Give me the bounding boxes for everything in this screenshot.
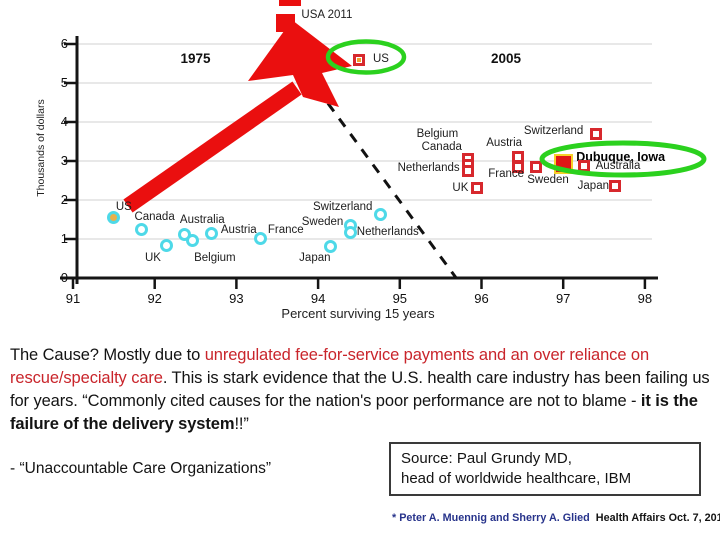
point-sweden-2005 bbox=[530, 160, 543, 173]
source-line-2: head of worldwide healthcare, IBM bbox=[401, 470, 632, 487]
x-tick-label-95: 95 bbox=[392, 291, 408, 306]
point-uk-1975 bbox=[159, 239, 173, 253]
footnote-authors: * Peter A. Muennig and Sherry A. Glied bbox=[392, 512, 590, 524]
x-tick-label-91: 91 bbox=[65, 291, 81, 306]
y-tick-label-0: 0 bbox=[60, 270, 68, 285]
point-france-1975 bbox=[253, 232, 267, 245]
plot-area: 91 92 93 94 95 96 97 98 0 1 2 3 4 5 6 1975 2005 US Canada U… bbox=[60, 8, 665, 306]
survival-spending-chart: 91 92 93 94 95 96 97 98 0 1 2 3 4 5 6 1975 2005 US Canada U… bbox=[35, 0, 707, 321]
point-dubuque-iowa-2005 bbox=[553, 154, 573, 175]
x-tick-label-97: 97 bbox=[555, 291, 571, 306]
point-japan-2005 bbox=[608, 179, 621, 192]
point-belgium-1975 bbox=[186, 233, 200, 247]
point-switzerland-2005 bbox=[589, 127, 602, 140]
label-netherlands-1975: Netherlands bbox=[356, 226, 419, 239]
attribution-line: - “Unaccountable Care Organizations” bbox=[10, 460, 272, 477]
cause-segment-4: !!” bbox=[234, 415, 249, 433]
cause-segment-2: . This is stark evidence that the U.S. h… bbox=[10, 369, 710, 410]
label-austria-1975: Austria bbox=[220, 223, 257, 236]
point-us-1975 bbox=[106, 210, 120, 224]
point-australia-2005 bbox=[577, 160, 590, 173]
cause-paragraph: The Cause? Mostly due to unregulated fee… bbox=[10, 344, 711, 436]
label-australia-2005: Australia bbox=[595, 160, 641, 173]
label-belgium-1975: Belgium bbox=[194, 251, 236, 264]
point-japan-1975 bbox=[324, 239, 338, 253]
label-austria-2005: Austria bbox=[486, 137, 523, 150]
label-france-1975: France bbox=[267, 224, 304, 236]
x-tick-label-98: 98 bbox=[637, 291, 653, 306]
y-tick-label-2: 2 bbox=[60, 192, 68, 207]
x-tick-label-96: 96 bbox=[474, 291, 489, 306]
source-box: Source: Paul Grundy MD, head of worldwid… bbox=[389, 442, 701, 496]
y-tick-label-4: 4 bbox=[60, 114, 68, 129]
point-uk-2005 bbox=[471, 182, 484, 195]
label-japan-2005: Japan bbox=[577, 179, 609, 192]
y-tick-label-3: 3 bbox=[60, 153, 68, 168]
point-netherlands-2005 bbox=[461, 164, 474, 177]
point-netherlands-1975 bbox=[343, 226, 357, 240]
point-core-us-2005 bbox=[356, 57, 361, 62]
footnote: * Peter A. Muennig and Sherry A. Glied He… bbox=[392, 512, 720, 524]
label-switzerland-1975: Switzerland bbox=[313, 200, 373, 213]
point-us-2005 bbox=[352, 53, 365, 66]
point-switzerland-1975 bbox=[374, 207, 387, 221]
label-france-2005: France bbox=[488, 167, 525, 180]
cause-segment-1: unregulated fee-for-service payments and… bbox=[10, 346, 650, 387]
era-label-1975: 1975 bbox=[180, 50, 211, 66]
x-axis-label: Percent surviving 15 years bbox=[281, 306, 435, 321]
label-canada-1975: Canada bbox=[134, 211, 175, 224]
point-usa-2011 bbox=[275, 13, 295, 32]
era-label-2005: 2005 bbox=[490, 50, 522, 66]
y-tick-label-5: 5 bbox=[60, 75, 68, 90]
cause-segment-3: it is the failure of the delivery system bbox=[10, 392, 698, 433]
label-us-2005: US bbox=[372, 52, 389, 65]
label-japan-1975: Japan bbox=[299, 251, 331, 264]
label-usa-2011: USA 2011 bbox=[301, 8, 353, 21]
label-us-1975: US bbox=[115, 200, 132, 213]
y-axis-label: Thousands of dollars bbox=[35, 99, 47, 197]
label-belgium-2005: Belgium bbox=[416, 128, 459, 141]
x-tick-label-93: 93 bbox=[229, 291, 244, 306]
label-uk-2005: UK bbox=[452, 182, 469, 195]
x-tick-label-92: 92 bbox=[147, 291, 162, 306]
cause-segment-0: The Cause? Mostly due to bbox=[10, 346, 205, 364]
label-uk-1975: UK bbox=[144, 252, 161, 265]
x-tick-label-94: 94 bbox=[310, 291, 326, 306]
point-canada-1975 bbox=[135, 223, 149, 237]
label-sweden-1975: Sweden bbox=[301, 216, 344, 229]
y-tick-label-1: 1 bbox=[60, 231, 68, 246]
label-switzerland-2005: Switzerland bbox=[523, 124, 584, 137]
label-australia-1975: Australia bbox=[179, 214, 225, 227]
footnote-publication: Health Affairs Oct. 7, 2010 bbox=[595, 512, 720, 524]
source-line-1: Source: Paul Grundy MD, bbox=[401, 450, 572, 467]
point-austria-1975 bbox=[204, 226, 218, 240]
label-canada-2005: Canada bbox=[421, 140, 462, 153]
y-tick-label-6: 6 bbox=[60, 36, 68, 51]
label-sweden-2005: Sweden bbox=[527, 173, 569, 186]
point-france-2005 bbox=[512, 160, 525, 173]
label-netherlands-2005: Netherlands bbox=[397, 161, 460, 174]
